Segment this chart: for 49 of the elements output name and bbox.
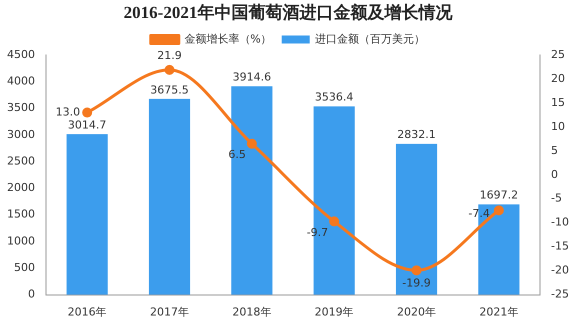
chart-title: 2016-2021年中国葡萄酒进口金额及增长情况 xyxy=(122,2,454,24)
data-label: 2832.1 xyxy=(397,128,436,142)
y2-tick-label: 25 xyxy=(551,48,566,61)
y-tick-label: 1000 xyxy=(6,234,35,248)
y-tick-label: 0 xyxy=(28,288,35,301)
y-tick-label: 2000 xyxy=(6,181,35,194)
y2-tick-label: -25 xyxy=(551,288,569,301)
legend-label: 金额增长率（%） xyxy=(184,32,272,46)
legend-label: 进口金额（百万美元） xyxy=(315,32,426,46)
data-label: 1697.2 xyxy=(480,188,518,202)
y-tick-label: 4500 xyxy=(6,48,35,61)
x-tick-label: 2021年 xyxy=(479,305,518,318)
y2-tick-label: 20 xyxy=(551,72,566,85)
y2-tick-label: 5 xyxy=(551,144,558,157)
data-label: -19.9 xyxy=(402,276,431,290)
point xyxy=(329,216,340,226)
data-label: 3675.5 xyxy=(150,83,189,96)
x-tick-label: 2020年 xyxy=(397,305,436,318)
y2-tick-label: -20 xyxy=(551,264,569,277)
y2-tick-label: -5 xyxy=(551,192,562,205)
data-label: 3014.7 xyxy=(68,118,106,132)
x-tick-label: 2018年 xyxy=(232,305,272,318)
data-label: 21.9 xyxy=(157,49,182,62)
point xyxy=(82,108,92,118)
y-tick-label: 3500 xyxy=(6,101,35,114)
bar xyxy=(148,98,190,295)
data-label: 13.0 xyxy=(56,105,80,118)
y-tick-label: 3000 xyxy=(6,128,35,141)
y-tick-label: 500 xyxy=(14,261,35,274)
y-tick-label: 1500 xyxy=(6,208,35,221)
bar xyxy=(231,86,272,295)
point xyxy=(246,138,257,149)
y2-tick-label: 0 xyxy=(551,168,558,181)
bar xyxy=(396,144,438,295)
x-tick-label: 2016年 xyxy=(68,305,107,318)
point xyxy=(164,64,175,75)
y2-tick-label: 15 xyxy=(551,96,566,109)
x-tick-label: 2017年 xyxy=(150,305,190,318)
point xyxy=(494,205,504,216)
bar xyxy=(66,134,108,295)
y2-tick-label: -15 xyxy=(551,240,569,253)
x-tick-label: 2019年 xyxy=(314,305,354,318)
y-tick-label: 4000 xyxy=(6,74,35,88)
y-tick-label: 2500 xyxy=(6,154,35,168)
data-label: 3914.6 xyxy=(232,70,272,84)
y2-tick-label: -10 xyxy=(551,216,569,229)
point xyxy=(412,265,422,276)
data-label: 3536.4 xyxy=(314,90,354,104)
y2-tick-label: 10 xyxy=(551,120,566,133)
